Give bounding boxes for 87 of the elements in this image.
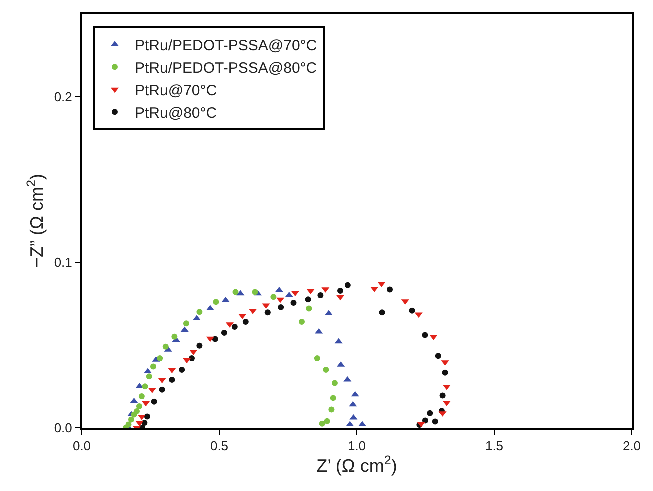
point [168, 368, 176, 374]
legend-label: PtRu/PEDOT-PSSA@80°C [135, 60, 318, 78]
point [442, 370, 448, 376]
point [146, 374, 152, 380]
point [324, 418, 330, 424]
point [422, 332, 428, 338]
point [134, 408, 140, 414]
point [159, 386, 166, 393]
point [351, 391, 360, 397]
legend-label: PtRu@80°C [135, 105, 218, 122]
point [314, 355, 320, 362]
point [157, 355, 164, 362]
y-tick-label: 0.1 [54, 254, 72, 270]
point [232, 289, 239, 296]
point [128, 416, 134, 423]
point [136, 403, 142, 410]
point [142, 384, 148, 390]
legend-label: PtRu/PEDOT-PSSA@70°C [135, 38, 318, 55]
point [126, 422, 132, 428]
point [264, 310, 271, 316]
y-tick-label: 0.2 [54, 89, 72, 104]
point [213, 299, 220, 306]
point [270, 294, 277, 300]
point [276, 298, 285, 304]
point [142, 420, 148, 426]
point [291, 291, 300, 297]
point [222, 296, 230, 302]
x-tick-label: 0.5 [210, 438, 229, 454]
point [319, 420, 326, 427]
point [306, 306, 312, 312]
x-tick-label: 1.0 [348, 438, 366, 454]
point [315, 328, 324, 334]
point [172, 334, 178, 340]
point [242, 319, 249, 326]
point [435, 353, 442, 360]
point [409, 308, 416, 314]
point [338, 288, 344, 294]
point [206, 305, 214, 311]
point [422, 418, 428, 424]
point [232, 324, 238, 330]
point [306, 289, 315, 295]
y-tick-label: 0.0 [54, 420, 72, 436]
point [169, 376, 176, 383]
x-tick-label: 2.0 [622, 438, 642, 454]
point [196, 309, 203, 316]
point [278, 304, 284, 310]
point [440, 392, 446, 399]
point [206, 336, 214, 342]
point [151, 398, 158, 405]
legend-label: PtRu@70°C [135, 82, 218, 100]
point [290, 300, 297, 306]
point [221, 330, 228, 336]
point [349, 401, 358, 407]
point [328, 406, 335, 413]
point [299, 319, 305, 326]
point [196, 342, 203, 349]
point [252, 289, 258, 296]
point [427, 410, 434, 416]
point [379, 310, 386, 316]
point [189, 355, 195, 362]
point [432, 418, 438, 425]
point [180, 326, 189, 332]
point [162, 344, 169, 350]
point [138, 414, 146, 420]
point [318, 292, 324, 299]
point [142, 401, 150, 407]
point [414, 312, 423, 318]
point [323, 367, 330, 374]
point [150, 364, 156, 370]
point [334, 338, 343, 344]
point [183, 358, 192, 364]
point [330, 395, 336, 402]
point [387, 286, 393, 293]
point [417, 422, 426, 428]
point [138, 394, 145, 400]
point [332, 380, 338, 386]
point [136, 421, 144, 427]
x-tick-label: 1.5 [485, 438, 504, 454]
point [236, 290, 245, 296]
x-axis-title: Z’ (Ω cm$^{2}$) [316, 454, 398, 476]
point [344, 282, 351, 288]
point [184, 320, 190, 327]
point [179, 367, 186, 374]
point [344, 376, 352, 382]
x-tick-label: 0.0 [72, 438, 92, 454]
point [305, 296, 312, 303]
point [144, 414, 150, 420]
